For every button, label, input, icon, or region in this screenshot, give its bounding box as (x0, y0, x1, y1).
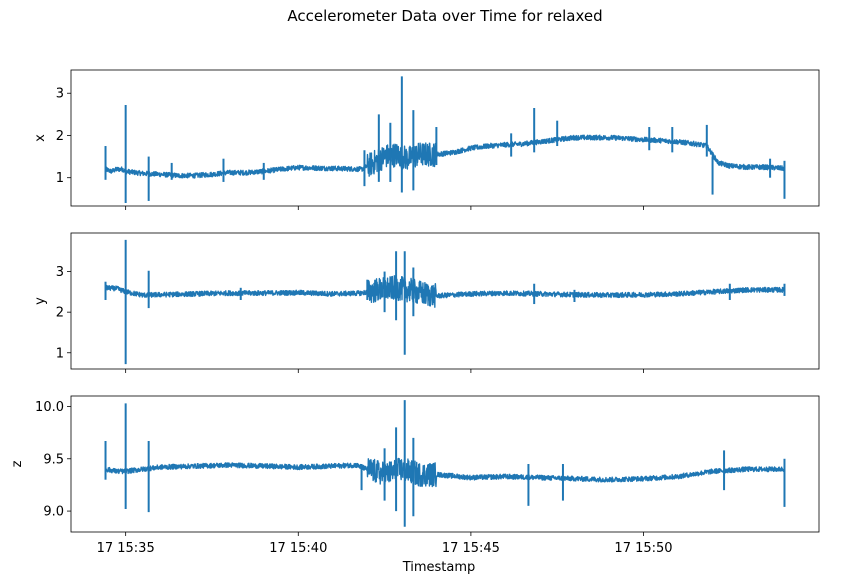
y-axis-label: z (10, 460, 25, 467)
subplot-x: 1 2 3 x (33, 69, 820, 210)
y-axis-label: x (33, 134, 48, 142)
y-tick-label: 3 (56, 265, 64, 280)
y-tick-label: 9.5 (43, 452, 64, 467)
y-tick-label: 2 (56, 306, 64, 321)
subplot-y: 1 2 3 y (33, 232, 820, 373)
series-line-group (104, 239, 786, 365)
x-tick-label: 17 15:40 (269, 541, 327, 556)
x-axis-label: Timestamp (402, 560, 476, 575)
y-axis-label: y (33, 297, 48, 305)
axes-frame (70, 69, 820, 207)
series-line (105, 275, 786, 308)
series-line (104, 457, 785, 488)
x-tick-label: 17 15:45 (442, 541, 500, 556)
x-tick-label: 17 15:35 (97, 541, 155, 556)
y-tick-label: 10.0 (35, 400, 64, 415)
subplot-z: 9.0 9.5 10.0 z 17 15:35 17 15:40 17 15:45 17 15… (10, 395, 820, 575)
figure-title: Accelerometer Data over Time for relaxed (287, 7, 602, 25)
y-tick-label: 9.0 (43, 505, 64, 520)
y-tick-label: 1 (56, 171, 64, 186)
axes-frame (70, 395, 820, 533)
y-tick-label: 2 (56, 129, 64, 144)
subplots: 1 2 3 x 1 2 3 y 9.0 9.5 10.0 z 17 15:35 17 15:40 17 15… (10, 69, 820, 575)
series-line-group (104, 400, 786, 527)
series-line (104, 134, 785, 179)
series-line-group (104, 76, 786, 204)
x-tick-label: 17 15:50 (614, 541, 672, 556)
axes-frame (70, 232, 820, 370)
y-tick-label: 1 (56, 346, 64, 361)
y-tick-label: 3 (56, 87, 64, 102)
